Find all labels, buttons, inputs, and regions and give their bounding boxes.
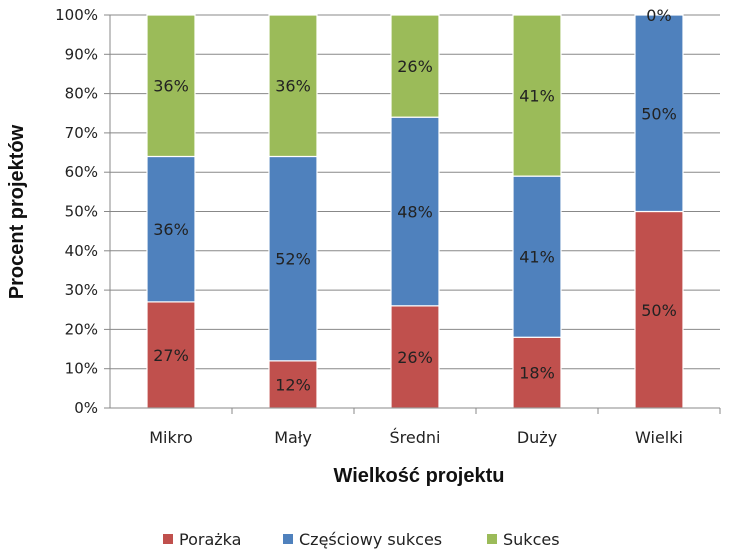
x-tick-labels: Mikro Mały Średni Duży Wielki (149, 408, 721, 447)
y-tick-label: 100% (55, 6, 98, 24)
x-tick-label: Średni (390, 428, 441, 447)
data-label: 18% (519, 364, 555, 383)
axes (109, 15, 720, 409)
legend-label: Sukces (503, 530, 560, 549)
x-tick-label: Mikro (149, 428, 193, 447)
data-label: 12% (275, 375, 311, 394)
x-tick-label: Wielki (635, 428, 683, 447)
y-axis-title: Procent projektów (6, 124, 28, 299)
bar-segment (390, 305, 440, 409)
data-label: 0% (646, 6, 671, 25)
data-label: 50% (641, 301, 677, 320)
data-label: 48% (397, 203, 433, 222)
legend-swatch (163, 534, 173, 544)
bars: 27% 36% 36% 12% 52% 36% 26% 48% 26% 18% 41% 41% 50% 5… (146, 6, 684, 409)
legend-swatch (283, 534, 293, 544)
data-label: 26% (397, 348, 433, 367)
legend-label: Porażka (179, 530, 241, 549)
data-label: 36% (153, 220, 189, 239)
bar-segment (390, 116, 440, 307)
legend: Porażka Częściowy sukces Sukces (163, 530, 560, 549)
data-label: 50% (641, 104, 677, 123)
data-label: 41% (519, 248, 555, 267)
bar-segment (146, 301, 196, 409)
x-axis-title: Wielkość projektu (334, 465, 505, 487)
y-tick-label: 30% (65, 281, 98, 299)
legend-swatch (487, 534, 497, 544)
bar-segment (146, 155, 196, 303)
y-tick-label: 60% (65, 163, 98, 181)
y-tick-label: 20% (65, 320, 98, 338)
y-tick-labels: 0% 10% 20% 30% 40% 50% 60% 70% 80% 90% 100% (55, 6, 98, 417)
x-tick-label: Duży (517, 428, 557, 447)
data-label: 27% (153, 346, 189, 365)
bar-segment (146, 14, 196, 158)
y-tick-label: 40% (65, 242, 98, 260)
y-tick-label: 50% (65, 203, 98, 221)
data-label: 36% (153, 77, 189, 96)
bar-segment (268, 155, 318, 362)
y-tick-label: 90% (65, 45, 98, 63)
data-label: 26% (397, 57, 433, 76)
x-tick-label: Mały (274, 428, 312, 447)
y-tick-label: 80% (65, 85, 98, 103)
legend-label: Częściowy sukces (299, 530, 442, 549)
data-label: 36% (275, 77, 311, 96)
data-label: 41% (519, 87, 555, 106)
y-tick-label: 10% (65, 360, 98, 378)
bar-segment (634, 14, 684, 213)
y-tick-label: 70% (65, 124, 98, 142)
bar-segment (268, 14, 318, 158)
bar-segment (512, 14, 562, 177)
bar-segment (390, 14, 440, 118)
data-label: 52% (275, 250, 311, 269)
y-tick-label: 0% (74, 399, 98, 417)
